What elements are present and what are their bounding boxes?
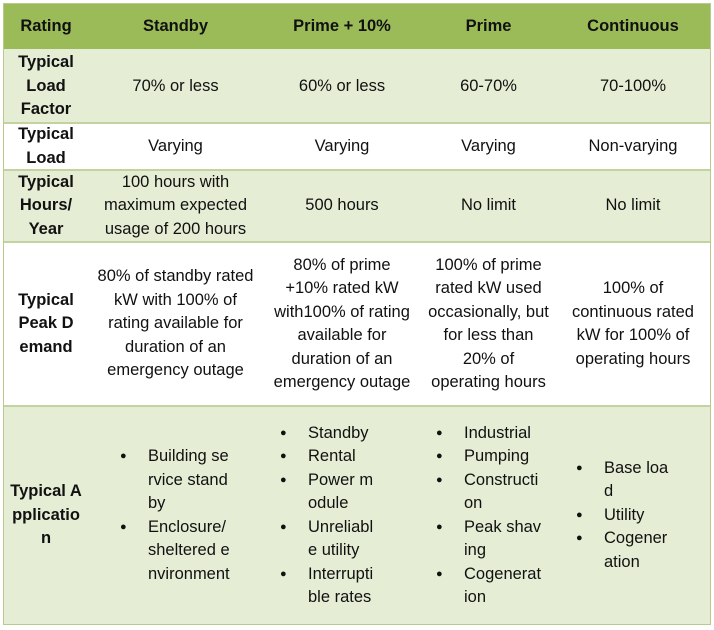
table-cell: Building service standbyEnclosure/shelte… bbox=[88, 407, 263, 624]
table-header-row: Rating Standby Prime + 10% Prime Continu… bbox=[4, 4, 710, 51]
list-item: Unreliable utility bbox=[278, 516, 378, 563]
list-item: Power module bbox=[278, 469, 378, 516]
list-item: Industrial bbox=[434, 422, 542, 446]
row-label: Typical Application bbox=[4, 407, 88, 624]
application-list-standby: Building service standbyEnclosure/shelte… bbox=[118, 445, 230, 586]
table-cell: Varying bbox=[314, 136, 370, 155]
header-prime: Prime bbox=[465, 16, 512, 35]
application-list-prime-plus-10: StandbyRentalPower moduleUnreliable util… bbox=[278, 422, 378, 610]
table-cell: 60-70% bbox=[460, 76, 517, 95]
row-label-text: Typical Peak Demand bbox=[18, 290, 74, 356]
header-prime-plus-10: Prime + 10% bbox=[293, 16, 391, 35]
table-cell: Varying bbox=[148, 136, 203, 155]
list-item: Construction bbox=[434, 469, 542, 516]
table-row-load-factor: Typical Load Factor 70% or less 60% or l… bbox=[4, 51, 710, 124]
list-item: Cogeneration bbox=[574, 527, 672, 574]
header-rating: Rating bbox=[20, 16, 72, 35]
row-label: Typical Load Factor bbox=[18, 53, 74, 119]
table-cell: Varying bbox=[461, 136, 516, 155]
table-cell: No limit bbox=[605, 196, 661, 215]
list-item: Enclosure/sheltered environment bbox=[118, 516, 230, 587]
table-cell: 100% of continuous rated kW for 100% of … bbox=[571, 279, 694, 368]
row-label: Typical Peak Demand bbox=[4, 243, 88, 405]
table-cell: Base loadUtilityCogeneration bbox=[556, 407, 710, 624]
list-item: Base load bbox=[574, 457, 672, 504]
application-list-continuous: Base loadUtilityCogeneration bbox=[574, 457, 672, 575]
table-row-application: Typical Application Building service sta… bbox=[4, 407, 710, 624]
list-item: Pumping bbox=[434, 445, 542, 469]
list-item: Interruptible rates bbox=[278, 563, 378, 610]
table-cell: Non-varying bbox=[588, 136, 678, 155]
table-cell: No limit bbox=[460, 196, 516, 215]
row-label: Typical Hours/ Year bbox=[18, 172, 74, 238]
table-row-hours-year: Typical Hours/ Year 100 hours with maxim… bbox=[4, 171, 710, 243]
table-cell: 500 hours bbox=[305, 196, 379, 215]
table-cell: 80% of standby rated kW with 100% of rat… bbox=[97, 267, 254, 380]
list-item: Rental bbox=[278, 445, 378, 469]
list-item: Building service standby bbox=[118, 445, 230, 516]
list-item: Peak shaving bbox=[434, 516, 542, 563]
list-item: Cogeneration bbox=[434, 563, 542, 610]
header-standby: Standby bbox=[142, 16, 209, 35]
table-row-peak-demand: Typical Peak Demand 80% of standby rated… bbox=[4, 243, 710, 407]
table-cell: 70% or less bbox=[132, 76, 219, 95]
table-cell: 100 hours with maximum expected usage of… bbox=[103, 172, 248, 238]
list-item: Standby bbox=[278, 422, 378, 446]
table-cell: StandbyRentalPower moduleUnreliable util… bbox=[263, 407, 421, 624]
generator-rating-table: Rating Standby Prime + 10% Prime Continu… bbox=[3, 3, 711, 625]
row-label: Typical Load bbox=[18, 125, 74, 167]
application-list-prime: IndustrialPumpingConstructionPeak shavin… bbox=[434, 422, 542, 610]
list-item: Utility bbox=[574, 504, 672, 528]
table-cell: 70-100% bbox=[599, 76, 667, 95]
table-cell: 80% of prime +10% rated kW with100% of r… bbox=[273, 255, 411, 392]
row-label-text: Typical Application bbox=[10, 482, 82, 548]
header-continuous: Continuous bbox=[587, 16, 679, 35]
table-cell: 100% of prime rated kW used occasionally… bbox=[428, 255, 549, 392]
table-row-load: Typical Load Varying Varying Varying Non… bbox=[4, 124, 710, 171]
table-cell: 60% or less bbox=[298, 76, 386, 95]
table-cell: IndustrialPumpingConstructionPeak shavin… bbox=[421, 407, 556, 624]
